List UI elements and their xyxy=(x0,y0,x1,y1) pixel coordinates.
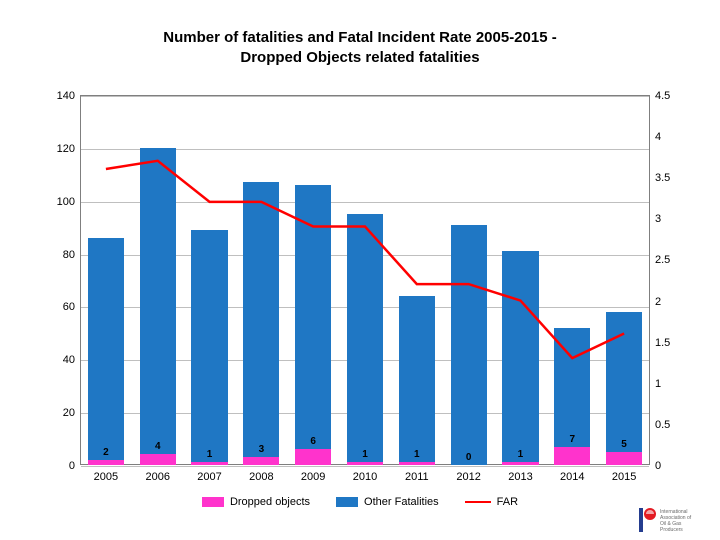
y-right-tick: 0 xyxy=(649,460,661,472)
bar-dropped-value: 6 xyxy=(310,436,316,447)
x-label: 2008 xyxy=(249,471,273,483)
chart-title: Number of fatalities and Fatal Incident … xyxy=(0,28,720,69)
y-right-tick: 4 xyxy=(649,131,661,143)
logo: International Association of Oil & Gas P… xyxy=(638,506,708,534)
x-label: 2012 xyxy=(456,471,480,483)
y-right-tick: 3 xyxy=(649,213,661,225)
legend-item-dropped: Dropped objects xyxy=(202,496,310,508)
legend-swatch-far xyxy=(465,501,491,504)
y-right-tick: 4.5 xyxy=(649,90,670,102)
legend-swatch-dropped xyxy=(202,497,224,507)
y-right-tick: 2 xyxy=(649,296,661,308)
legend-label-other: Other Fatalities xyxy=(364,496,439,508)
x-label: 2006 xyxy=(145,471,169,483)
bar-value-labels: 2 4 1 3 6 1 1 0 1 7 5 xyxy=(80,95,650,465)
y-right-tick: 0.5 xyxy=(649,419,670,431)
y-left-tick: 100 xyxy=(57,196,81,208)
x-label: 2011 xyxy=(405,471,429,483)
legend-swatch-other xyxy=(336,497,358,507)
y-left-tick: 40 xyxy=(63,354,81,366)
y-right-tick: 2.5 xyxy=(649,254,670,266)
bar-dropped-value: 3 xyxy=(259,444,265,455)
y-right-tick: 1 xyxy=(649,378,661,390)
y-left-tick: 20 xyxy=(63,407,81,419)
x-label: 2007 xyxy=(197,471,221,483)
legend-label-far: FAR xyxy=(497,496,518,508)
title-line1: Number of fatalities and Fatal Incident … xyxy=(163,29,556,46)
legend: Dropped objects Other Fatalities FAR xyxy=(0,496,720,508)
x-label: 2013 xyxy=(508,471,532,483)
x-label: 2014 xyxy=(560,471,584,483)
x-label: 2015 xyxy=(612,471,636,483)
y-right-tick: 3.5 xyxy=(649,172,670,184)
y-left-tick: 80 xyxy=(63,249,81,261)
y-left-tick: 60 xyxy=(63,301,81,313)
title-line2: Dropped Objects related fatalities xyxy=(240,49,479,66)
y-left-tick: 120 xyxy=(57,143,81,155)
x-axis-labels: 2005 2006 2007 2008 2009 2010 2011 2012 2013 2014… xyxy=(80,465,650,485)
bar-dropped-value: 1 xyxy=(518,449,524,460)
bar-dropped-value: 1 xyxy=(207,449,213,460)
bar-dropped-value: 7 xyxy=(569,434,575,445)
chart-plot-area: 02040608010012014000.511.522.533.544.5 2… xyxy=(80,95,650,465)
bar-dropped-value: 1 xyxy=(362,449,368,460)
x-label: 2009 xyxy=(301,471,325,483)
legend-label-dropped: Dropped objects xyxy=(230,496,310,508)
legend-item-other: Other Fatalities xyxy=(336,496,439,508)
svg-text:Producers: Producers xyxy=(660,527,683,533)
y-right-tick: 1.5 xyxy=(649,337,670,349)
y-left-tick: 140 xyxy=(57,90,81,102)
x-label: 2010 xyxy=(353,471,377,483)
bar-dropped-value: 5 xyxy=(621,439,627,450)
bar-dropped-value: 0 xyxy=(466,452,472,463)
bar-dropped-value: 2 xyxy=(103,447,109,458)
legend-item-far: FAR xyxy=(465,496,518,508)
bar-dropped-value: 1 xyxy=(414,449,420,460)
bar-dropped-value: 4 xyxy=(155,441,161,452)
x-label: 2005 xyxy=(94,471,118,483)
